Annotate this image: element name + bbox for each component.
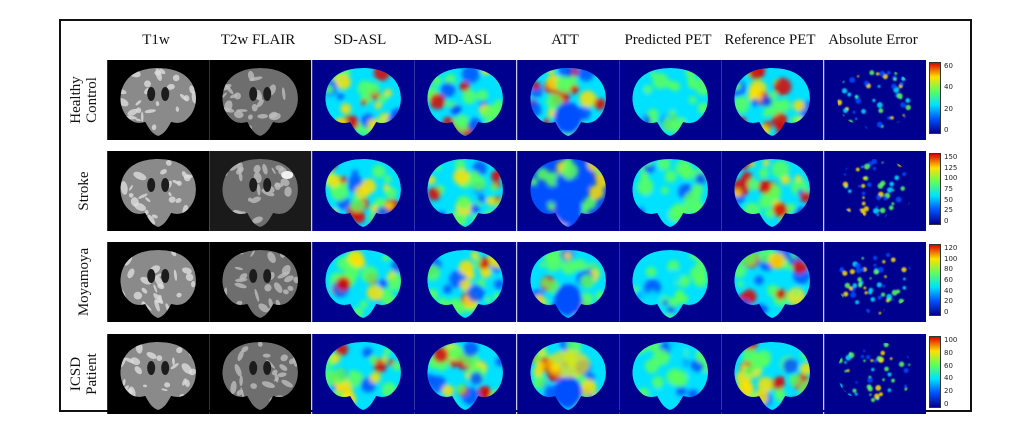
colorbar-tick-label: 80 xyxy=(944,265,953,274)
colorbar-tick-label: 50 xyxy=(944,195,953,204)
image-stroke-md-asl xyxy=(414,151,517,231)
image-moyamoya-t2w-flair xyxy=(209,242,312,322)
colorbar-tick-label: 60 xyxy=(944,361,953,370)
image-moyamoya-reference-pet xyxy=(721,242,824,322)
image-row-stroke xyxy=(107,151,926,231)
row-label-moyamoya: Moyamoya xyxy=(76,247,92,317)
image-healthy-control-md-asl xyxy=(414,60,517,140)
colorbar-tick-label: 20 xyxy=(944,297,953,306)
colorbar-tick-label: 0 xyxy=(944,308,949,316)
column-heading-t1w: T1w xyxy=(142,32,170,48)
row-label-icsd-patient: ICSD Patient xyxy=(68,353,100,395)
row-label-healthy-control: Healthy Control xyxy=(68,76,100,124)
colorbar-tick-label: 120 xyxy=(944,244,958,252)
image-healthy-control-reference-pet xyxy=(721,60,824,140)
colorbar-tick-label: 100 xyxy=(944,174,958,183)
colorbar-tick-label: 20 xyxy=(944,387,953,396)
column-heading-md-asl: MD-ASL xyxy=(434,32,492,48)
colorbar-tick-label: 60 xyxy=(944,276,953,284)
column-heading-reference-pet: Reference PET xyxy=(724,32,816,48)
image-moyamoya-t1w xyxy=(107,242,210,322)
image-stroke-t2w-flair xyxy=(209,151,312,231)
image-healthy-control-t2w-flair xyxy=(209,60,312,140)
image-icsd-patient-t1w xyxy=(107,334,210,414)
image-stroke-t1w xyxy=(107,151,210,231)
column-heading-absolute-error: Absolute Error xyxy=(828,32,918,48)
colorbar-tick-label: 150 xyxy=(944,153,958,161)
image-healthy-control-sd-asl xyxy=(311,60,414,140)
image-row-icsd-patient xyxy=(107,334,926,414)
image-icsd-patient-md-asl xyxy=(414,334,517,414)
image-moyamoya-predicted-pet xyxy=(619,242,722,322)
row-label-stroke: Stroke xyxy=(76,171,92,211)
image-stroke-att xyxy=(516,151,619,231)
colorbar-tick-label: 40 xyxy=(944,286,953,295)
image-healthy-control-absolute-error xyxy=(823,60,926,140)
image-moyamoya-sd-asl xyxy=(311,242,414,322)
colorbar-tick-label: 75 xyxy=(944,185,953,193)
colorbar-tick-label: 40 xyxy=(944,374,953,383)
colorbar-tick-label: 40 xyxy=(944,83,953,92)
image-row-moyamoya xyxy=(107,242,926,322)
image-stroke-predicted-pet xyxy=(619,151,722,231)
image-healthy-control-att xyxy=(516,60,619,140)
image-healthy-control-t1w xyxy=(107,60,210,140)
colorbar-tick-label: 25 xyxy=(944,206,953,215)
image-stroke-reference-pet xyxy=(721,151,824,231)
image-healthy-control-predicted-pet xyxy=(619,60,722,140)
colorbar-moyamoya xyxy=(929,244,941,316)
colorbar-tick-label: 0 xyxy=(944,217,949,225)
image-moyamoya-absolute-error xyxy=(823,242,926,322)
colorbar-tick-label: 100 xyxy=(944,254,958,263)
image-icsd-patient-absolute-error xyxy=(823,334,926,414)
image-stroke-absolute-error xyxy=(823,151,926,231)
column-heading-sd-asl: SD-ASL xyxy=(333,32,387,48)
column-heading-predicted-pet: Predicted PET xyxy=(624,32,712,48)
image-moyamoya-att xyxy=(516,242,619,322)
image-icsd-patient-t2w-flair xyxy=(209,334,312,414)
colorbar-tick-label: 80 xyxy=(944,348,953,357)
colorbar-icsd-patient xyxy=(929,336,941,408)
image-row-healthy-control xyxy=(107,60,926,140)
colorbar-tick-label: 100 xyxy=(944,336,958,344)
image-icsd-patient-sd-asl xyxy=(311,334,414,414)
colorbar-stroke xyxy=(929,153,941,225)
colorbar-tick-label: 20 xyxy=(944,104,953,113)
image-moyamoya-md-asl xyxy=(414,242,517,322)
image-icsd-patient-att xyxy=(516,334,619,414)
column-heading-att: ATT xyxy=(551,32,579,48)
column-heading-t2w-flair: T2w FLAIR xyxy=(220,32,296,48)
image-icsd-patient-predicted-pet xyxy=(619,334,722,414)
image-icsd-patient-reference-pet xyxy=(721,334,824,414)
colorbar-tick-label: 0 xyxy=(944,126,949,134)
colorbar-healthy-control xyxy=(929,62,941,134)
colorbar-tick-label: 125 xyxy=(944,163,958,172)
colorbar-tick-label: 0 xyxy=(944,400,949,408)
colorbar-tick-label: 60 xyxy=(944,62,953,70)
image-stroke-sd-asl xyxy=(311,151,414,231)
